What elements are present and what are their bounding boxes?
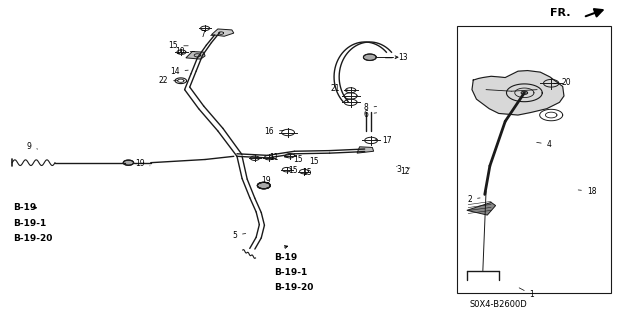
Text: B-19-20: B-19-20 (274, 283, 314, 292)
Polygon shape (521, 91, 527, 94)
Polygon shape (211, 29, 234, 36)
Text: 6: 6 (364, 110, 376, 119)
Text: 7: 7 (200, 30, 214, 39)
Text: 15: 15 (293, 155, 303, 164)
Text: 3: 3 (397, 165, 410, 174)
Text: 15: 15 (168, 41, 188, 50)
Text: B-19-20: B-19-20 (13, 234, 53, 243)
Text: 19: 19 (261, 176, 271, 185)
Polygon shape (357, 147, 374, 153)
Text: 4: 4 (537, 140, 552, 149)
Polygon shape (186, 51, 205, 59)
Text: 16: 16 (264, 127, 284, 136)
Text: 18: 18 (578, 187, 596, 196)
Text: B-19-1: B-19-1 (274, 268, 307, 277)
Polygon shape (257, 182, 270, 189)
Text: 15: 15 (309, 157, 319, 166)
Text: 17: 17 (375, 136, 392, 145)
Text: B-19: B-19 (13, 203, 36, 212)
Text: 8: 8 (364, 103, 376, 112)
Text: 22: 22 (159, 76, 178, 85)
Text: 20: 20 (554, 78, 571, 87)
Text: 15: 15 (289, 166, 298, 175)
Text: 14: 14 (170, 67, 188, 76)
Text: 2: 2 (467, 195, 480, 204)
Text: 21: 21 (331, 85, 348, 93)
Text: B-19: B-19 (274, 253, 297, 262)
Polygon shape (472, 70, 564, 115)
Text: FR.: FR. (550, 8, 570, 19)
Text: 12: 12 (397, 167, 410, 176)
Text: 10: 10 (175, 47, 195, 56)
Text: 11: 11 (269, 153, 287, 162)
Polygon shape (364, 54, 376, 60)
Text: 15: 15 (303, 168, 312, 177)
Polygon shape (124, 160, 134, 165)
Text: 19: 19 (135, 159, 150, 168)
Text: B-19-1: B-19-1 (13, 219, 47, 227)
Polygon shape (257, 182, 270, 189)
Text: S0X4-B2600D: S0X4-B2600D (470, 300, 528, 308)
Text: 9: 9 (26, 142, 38, 151)
Text: 5: 5 (232, 231, 246, 240)
Polygon shape (467, 202, 495, 215)
Bar (458, 26, 611, 293)
Text: 13: 13 (385, 53, 408, 62)
Text: 1: 1 (519, 288, 534, 299)
